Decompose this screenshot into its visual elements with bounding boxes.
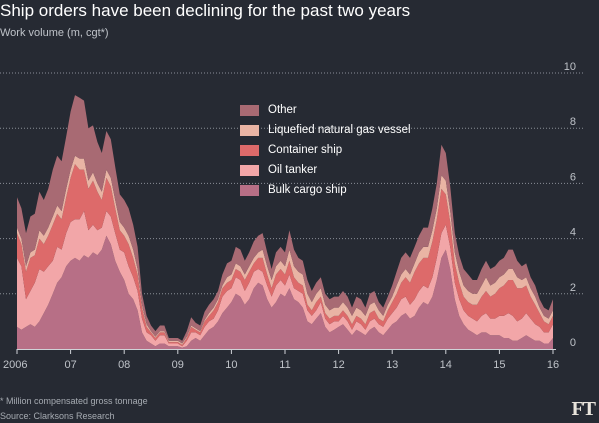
area-series-container-ship — [17, 164, 553, 347]
ft-logo: FT — [571, 398, 596, 420]
legend-item: Container ship — [240, 140, 411, 160]
legend-label: Container ship — [268, 144, 343, 156]
x-tick-label: 13 — [386, 359, 398, 371]
legend-swatch — [240, 104, 259, 116]
legend-swatch — [240, 184, 259, 196]
legend-swatch — [240, 144, 259, 156]
legend-label: Oil tanker — [268, 164, 318, 176]
x-tick-label: 10 — [225, 359, 237, 371]
y-tick-label: 2 — [570, 282, 576, 294]
x-tick-label: 2006 — [3, 359, 27, 371]
legend-item: Oil tanker — [240, 160, 411, 180]
x-tick-label: 12 — [332, 359, 344, 371]
area-series-liquefied-natural-gas-vessel — [17, 155, 553, 345]
x-tick-label: 07 — [64, 359, 76, 371]
x-tick-label: 09 — [172, 359, 184, 371]
area-series-other — [17, 95, 553, 344]
y-tick-label: 6 — [570, 171, 576, 183]
x-tick-label: 16 — [547, 359, 559, 371]
x-tick-label: 15 — [493, 359, 505, 371]
y-tick-label: 10 — [564, 61, 576, 73]
x-tick-label: 08 — [118, 359, 130, 371]
y-tick-label: 8 — [570, 116, 576, 128]
legend-label: Other — [268, 104, 297, 116]
y-axis-label: Work volume (m, cgt*) — [0, 27, 109, 39]
chart-legend: Other Liquefied natural gas vessel Contain… — [240, 100, 411, 200]
y-tick-label: 0 — [570, 337, 576, 349]
legend-item: Other — [240, 100, 411, 120]
legend-item: Bulk cargo ship — [240, 180, 411, 200]
legend-swatch — [240, 164, 259, 176]
area-series-oil-tanker — [17, 211, 553, 348]
source-note: Source: Clarksons Research — [0, 411, 115, 421]
footnote: * Million compensated gross tonnage — [0, 396, 148, 406]
legend-label: Liquefied natural gas vessel — [268, 124, 411, 136]
legend-item: Liquefied natural gas vessel — [240, 120, 411, 140]
x-tick-label: 14 — [440, 359, 452, 371]
legend-swatch — [240, 124, 259, 136]
chart-title: Ship orders have been declining for the … — [0, 1, 411, 20]
area-series-bulk-cargo-ship — [17, 235, 553, 349]
x-tick-label: 11 — [279, 359, 290, 371]
y-tick-label: 4 — [570, 227, 576, 239]
legend-label: Bulk cargo ship — [268, 184, 347, 196]
